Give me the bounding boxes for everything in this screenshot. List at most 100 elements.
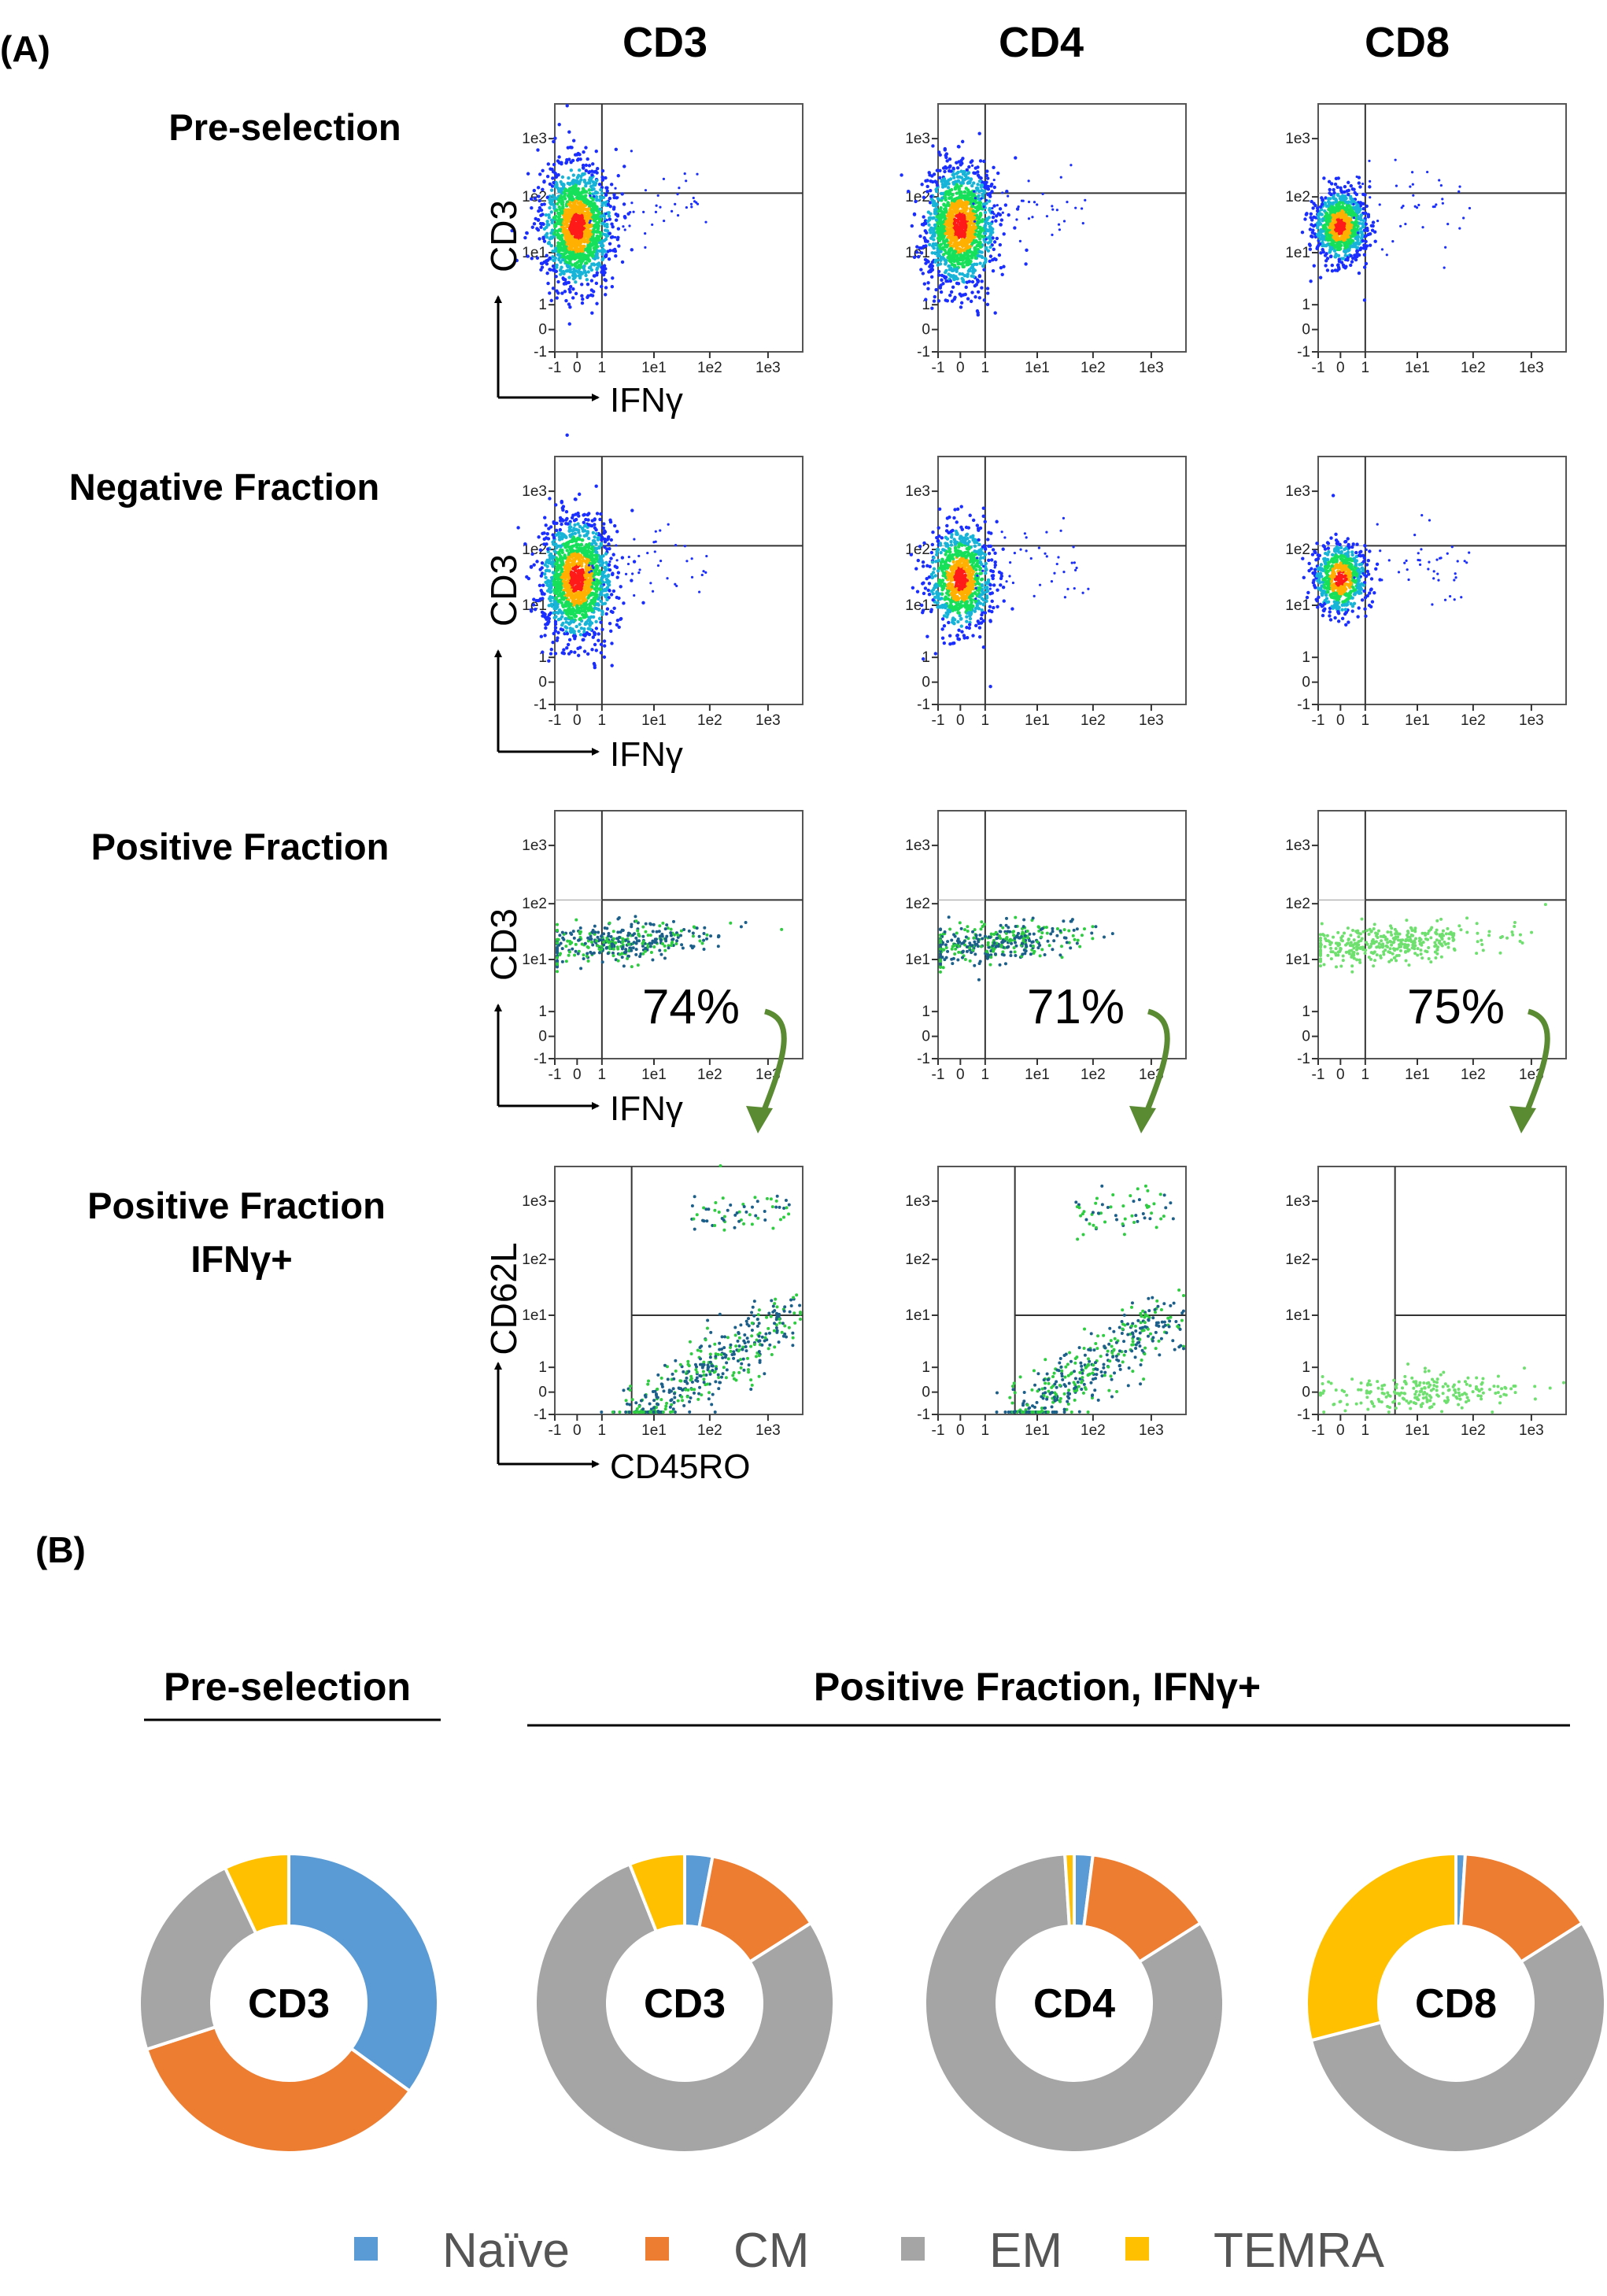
data-point bbox=[598, 231, 603, 235]
data-point bbox=[949, 238, 954, 242]
data-point bbox=[599, 187, 603, 192]
data-point bbox=[632, 210, 635, 213]
data-point bbox=[955, 243, 959, 248]
data-point bbox=[576, 157, 581, 161]
data-point bbox=[1318, 275, 1323, 279]
data-point bbox=[552, 235, 556, 238]
data-point bbox=[1356, 210, 1360, 215]
data-point bbox=[576, 196, 580, 201]
data-point bbox=[956, 282, 961, 286]
data-point bbox=[582, 266, 586, 270]
data-point bbox=[549, 210, 553, 214]
data-point bbox=[967, 268, 972, 272]
data-point bbox=[544, 575, 548, 579]
data-point bbox=[582, 649, 587, 653]
data-point bbox=[622, 215, 627, 219]
data-point bbox=[595, 249, 600, 253]
data-point bbox=[604, 237, 608, 242]
data-point bbox=[970, 219, 973, 223]
data-point bbox=[608, 568, 612, 572]
data-point bbox=[1355, 175, 1358, 179]
data-point bbox=[1321, 229, 1325, 233]
data-point bbox=[1438, 179, 1441, 182]
data-point bbox=[985, 187, 988, 190]
data-point bbox=[966, 201, 970, 205]
data-point bbox=[1365, 226, 1369, 231]
data-point bbox=[607, 257, 611, 261]
y-tick-label: 1e3 bbox=[522, 483, 547, 500]
data-point bbox=[920, 183, 924, 187]
data-point bbox=[595, 198, 599, 202]
data-point bbox=[1365, 244, 1369, 248]
data-point bbox=[573, 497, 578, 501]
data-point bbox=[593, 535, 597, 539]
x-tick-label: -1 bbox=[932, 360, 945, 376]
data-point bbox=[594, 281, 599, 286]
data-point bbox=[944, 190, 948, 194]
data-point bbox=[936, 299, 941, 303]
data-point bbox=[557, 123, 561, 127]
data-point bbox=[952, 199, 957, 203]
data-point bbox=[599, 240, 603, 245]
data-point bbox=[1045, 215, 1049, 218]
data-point bbox=[585, 261, 589, 265]
data-point bbox=[604, 286, 608, 290]
data-point bbox=[566, 223, 570, 227]
data-point bbox=[1300, 230, 1305, 235]
data-point bbox=[584, 214, 589, 219]
data-point bbox=[605, 607, 610, 611]
data-point bbox=[562, 244, 567, 249]
data-point bbox=[1310, 223, 1313, 227]
data-point bbox=[1328, 216, 1332, 220]
data-point bbox=[580, 301, 585, 305]
data-point bbox=[928, 264, 932, 268]
data-point bbox=[977, 217, 981, 221]
data-point bbox=[945, 214, 950, 218]
data-point bbox=[611, 610, 615, 615]
data-point bbox=[965, 261, 969, 264]
data-point bbox=[945, 239, 949, 243]
data-point bbox=[565, 256, 569, 260]
data-point bbox=[644, 189, 648, 192]
data-point bbox=[1062, 220, 1066, 223]
data-point bbox=[556, 187, 560, 191]
data-point bbox=[549, 590, 552, 594]
data-point bbox=[532, 563, 536, 567]
data-point bbox=[977, 179, 982, 183]
y-tick-label: 1e2 bbox=[905, 189, 930, 205]
data-point bbox=[1334, 209, 1338, 213]
data-point bbox=[604, 279, 608, 283]
data-point bbox=[568, 235, 572, 239]
data-point bbox=[537, 209, 541, 213]
data-point bbox=[599, 197, 603, 202]
data-point bbox=[1354, 213, 1358, 217]
data-point bbox=[982, 205, 985, 209]
data-point bbox=[962, 264, 966, 269]
data-point bbox=[560, 182, 564, 187]
data-point bbox=[537, 194, 541, 198]
data-point bbox=[985, 287, 990, 290]
data-point bbox=[1350, 187, 1354, 191]
data-point bbox=[578, 211, 582, 215]
data-point bbox=[543, 516, 547, 519]
data-point bbox=[930, 227, 934, 231]
data-point bbox=[978, 242, 982, 246]
data-point bbox=[693, 200, 696, 203]
x-tick-label: -1 bbox=[549, 712, 562, 729]
data-point bbox=[1337, 257, 1341, 261]
data-point bbox=[1002, 264, 1006, 268]
y-tick-label: 1 bbox=[922, 297, 930, 313]
data-point bbox=[614, 218, 619, 222]
data-point bbox=[605, 597, 609, 602]
data-point bbox=[959, 242, 963, 246]
data-point bbox=[966, 231, 970, 235]
data-point bbox=[1333, 220, 1337, 224]
data-point bbox=[996, 171, 1000, 176]
y-tick-label: -1 bbox=[534, 344, 547, 360]
data-point bbox=[564, 626, 569, 630]
row-label-line-2: IFNγ+ bbox=[190, 1238, 292, 1280]
data-point bbox=[696, 172, 699, 176]
data-point bbox=[1066, 201, 1069, 204]
data-point bbox=[567, 242, 571, 246]
data-point bbox=[592, 262, 596, 266]
